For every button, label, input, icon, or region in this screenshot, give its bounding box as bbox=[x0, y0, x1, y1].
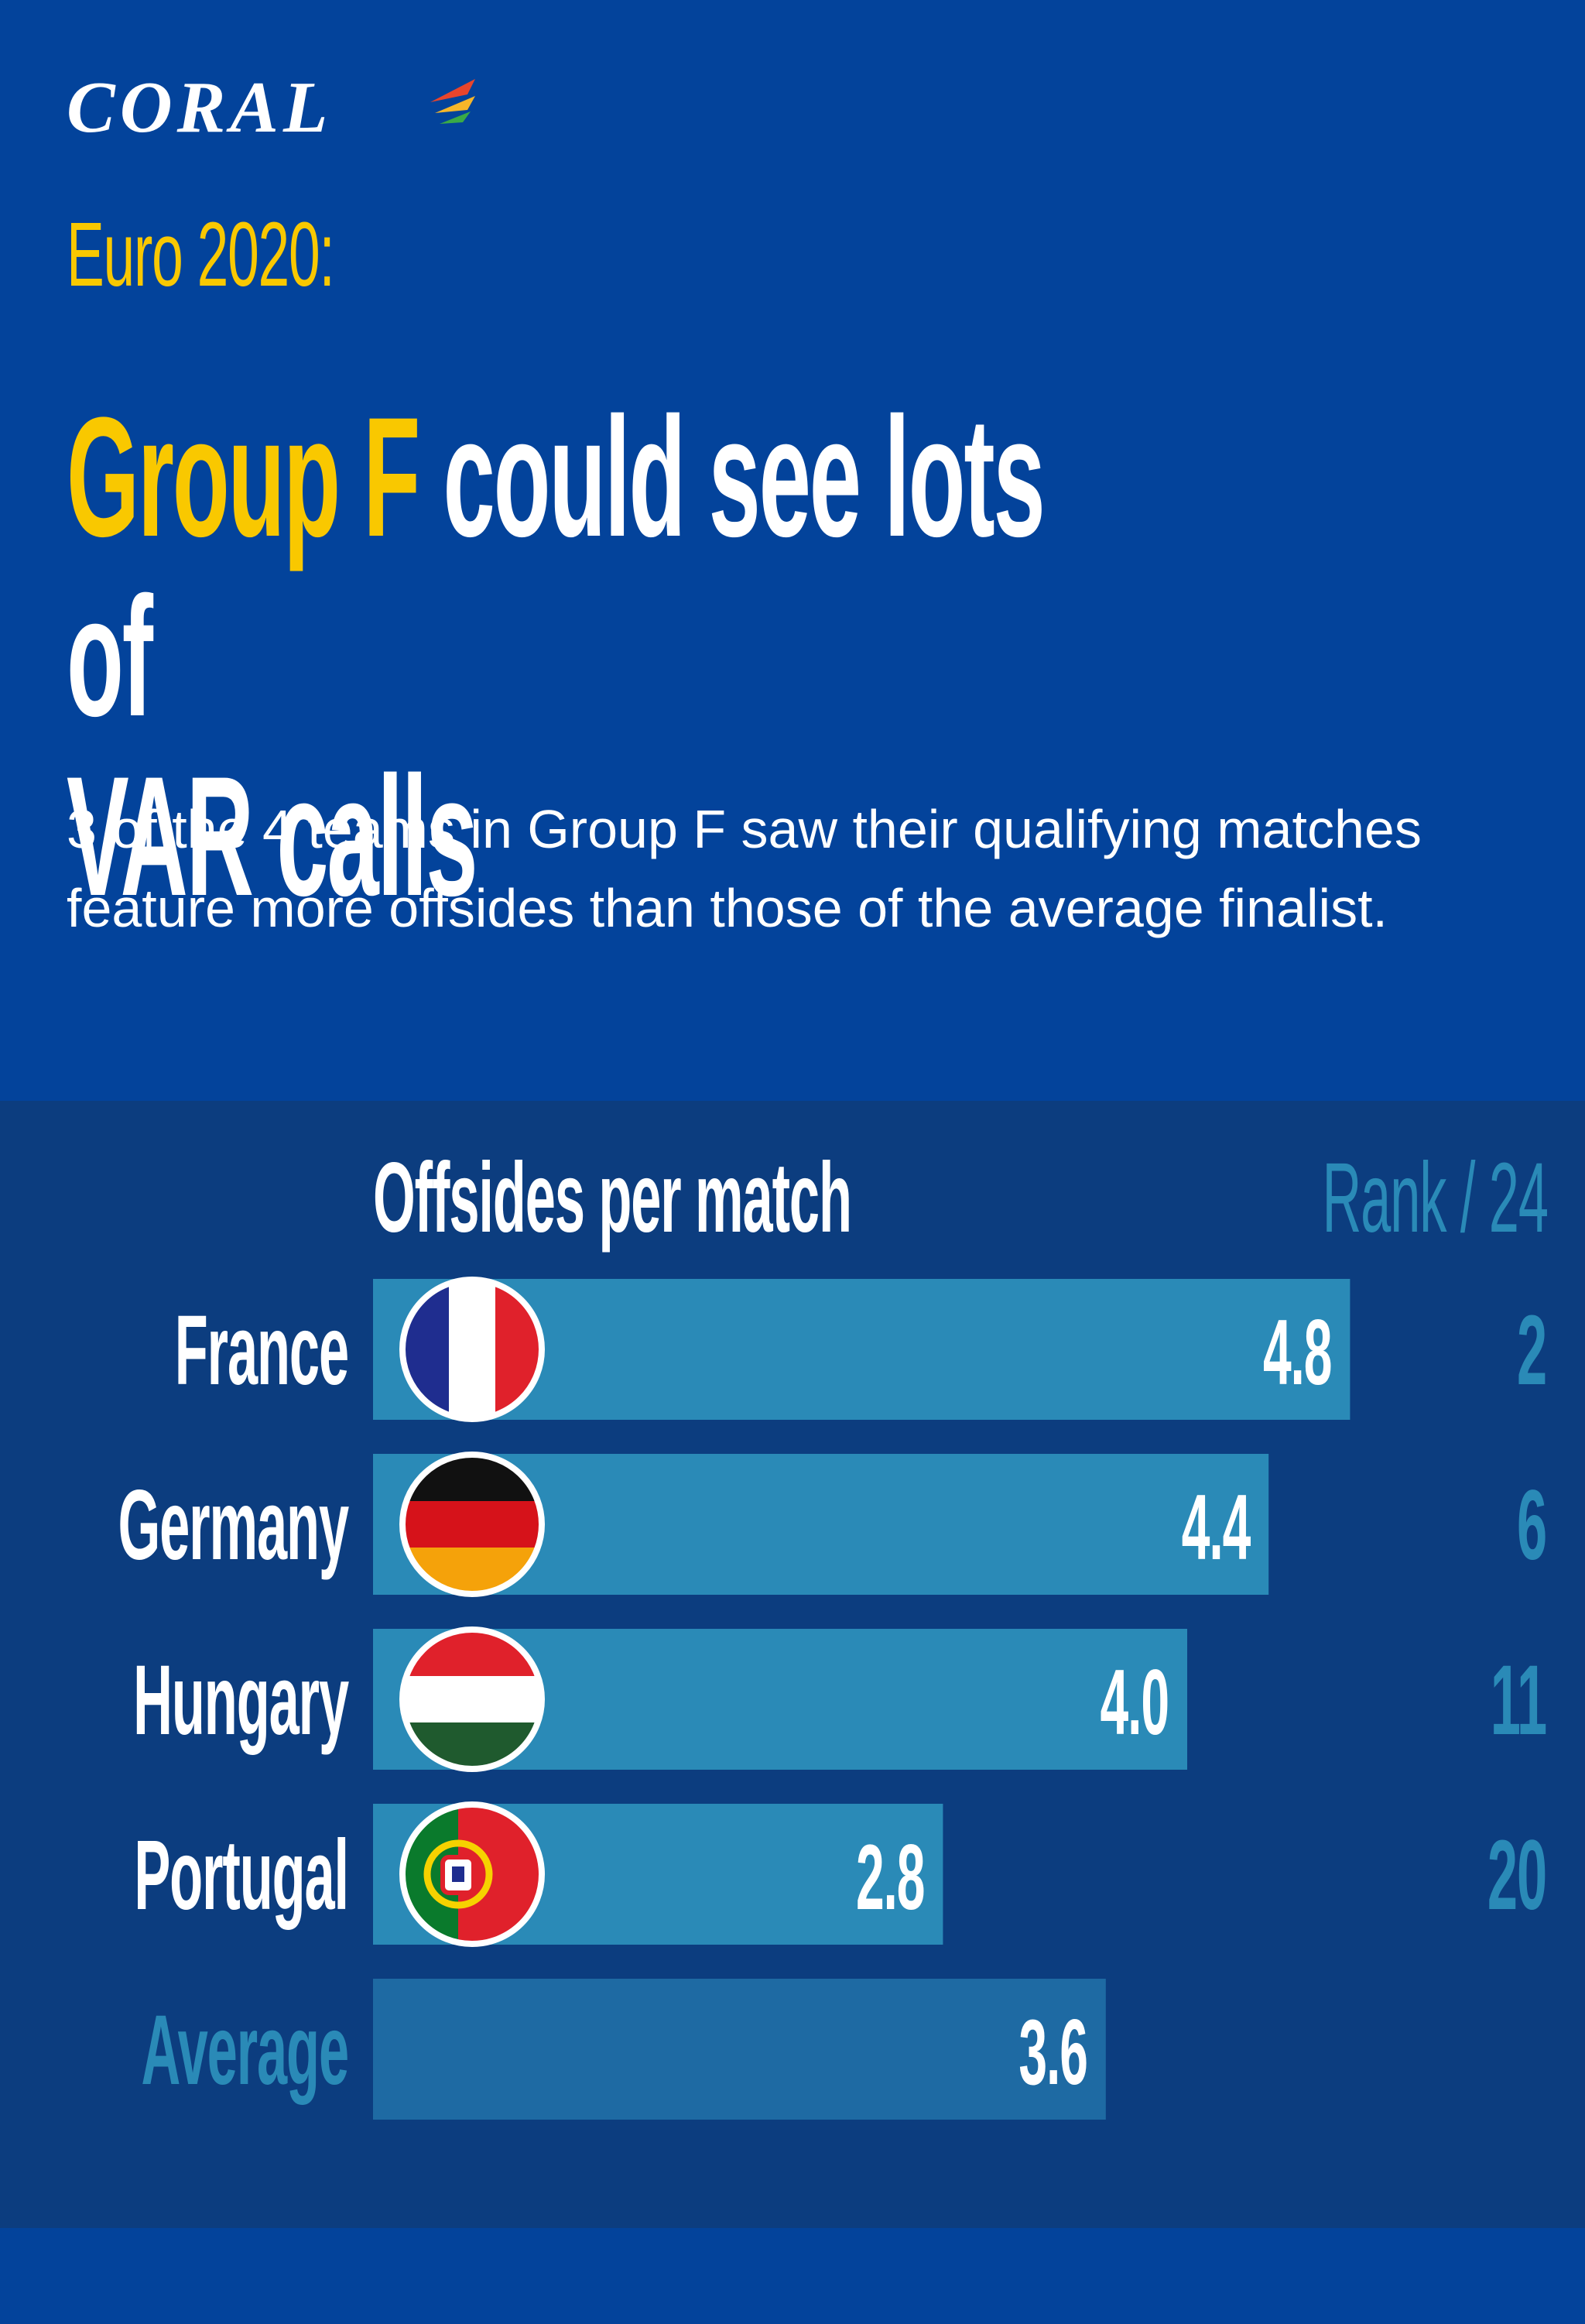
category-label-portugal: Portugal bbox=[134, 1819, 348, 1931]
category-label-germany: Germany bbox=[118, 1469, 349, 1581]
category-label-average-group: Average bbox=[141, 1994, 349, 2106]
subtitle-text: 3 of the 4 teams in Group F saw their qu… bbox=[67, 799, 1422, 938]
category-label-portugal-group: Portugal bbox=[134, 1819, 349, 1931]
category-label-france-group: France bbox=[175, 1294, 349, 1406]
rank-header: Rank / 24 bbox=[1322, 1143, 1549, 1253]
value-label-hungary: 4.0 bbox=[1101, 1650, 1169, 1754]
rank-label-germany: 6 bbox=[1517, 1469, 1546, 1581]
flag-stripe bbox=[449, 1280, 495, 1419]
flag-stripe bbox=[402, 1676, 542, 1722]
flag-sphere bbox=[423, 1839, 493, 1909]
hungary-flag-icon bbox=[399, 1626, 545, 1772]
category-label-hungary: Hungary bbox=[133, 1644, 349, 1756]
flag-shield-inner bbox=[452, 1866, 464, 1882]
rank-label-germany-group: 6 bbox=[1517, 1469, 1547, 1581]
value-label-average-group: 3.6 bbox=[1018, 2000, 1088, 2104]
value-label-france-group: 4.8 bbox=[1263, 1300, 1333, 1404]
rank-label-france-group: 2 bbox=[1517, 1294, 1547, 1406]
value-label-portugal: 2.8 bbox=[856, 1825, 924, 1929]
category-label-germany-group: Germany bbox=[118, 1469, 350, 1581]
rank-label-hungary: 11 bbox=[1491, 1644, 1546, 1756]
germany-flag-icon bbox=[399, 1452, 545, 1597]
rank-label-france: 2 bbox=[1517, 1294, 1546, 1406]
coral-flag-icon bbox=[430, 79, 475, 124]
portugal-flag-icon-ring bbox=[399, 1801, 545, 1947]
value-label-hungary-group: 4.0 bbox=[1101, 1650, 1170, 1754]
chart-title: Offsides per match bbox=[373, 1143, 852, 1253]
germany-flag-icon-ring bbox=[399, 1452, 545, 1597]
rank-label-portugal: 20 bbox=[1487, 1819, 1546, 1931]
brand-logo: CORAL bbox=[67, 67, 333, 148]
value-label-portugal-group: 2.8 bbox=[856, 1825, 926, 1929]
headline-rest: could see lots of VAR calls bbox=[67, 382, 1046, 931]
kicker-text: Euro 2020: bbox=[67, 204, 335, 306]
rank-label-hungary-group: 11 bbox=[1491, 1644, 1547, 1756]
category-label-hungary-group: Hungary bbox=[133, 1644, 350, 1756]
footer-strip bbox=[0, 2228, 1585, 2324]
rank-label-portugal-group: 20 bbox=[1487, 1819, 1547, 1931]
headline-highlight: Group F bbox=[67, 382, 420, 572]
france-flag-icon bbox=[399, 1277, 545, 1422]
category-label-average: Average bbox=[141, 1994, 348, 2106]
value-label-average: 3.6 bbox=[1018, 2000, 1087, 2104]
portugal-flag-icon bbox=[399, 1801, 545, 1947]
header-panel bbox=[0, 0, 1585, 1101]
value-label-france: 4.8 bbox=[1263, 1300, 1331, 1404]
bar-average bbox=[373, 1979, 1106, 2120]
hungary-flag-icon-ring bbox=[399, 1626, 545, 1772]
france-flag-icon-ring bbox=[399, 1277, 545, 1422]
value-label-germany: 4.4 bbox=[1182, 1475, 1251, 1579]
page-title: Group F could see lots of VAR calls bbox=[67, 387, 1088, 926]
category-label-france: France bbox=[175, 1294, 348, 1406]
flag-stripe bbox=[402, 1501, 542, 1548]
value-label-germany-group: 4.4 bbox=[1182, 1475, 1252, 1579]
